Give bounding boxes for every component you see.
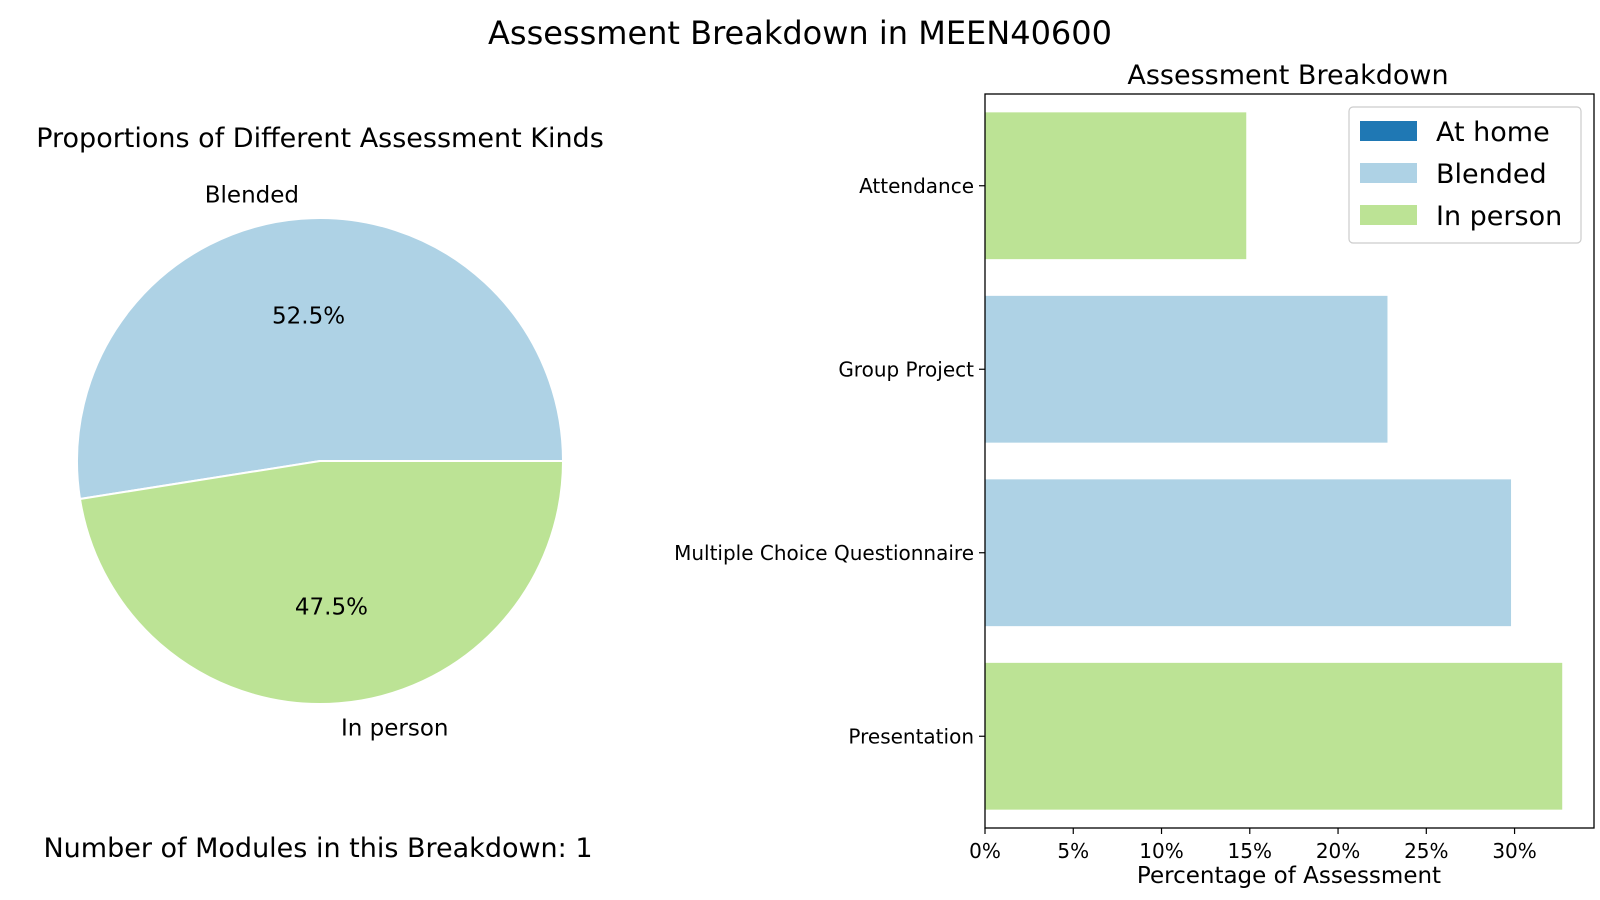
pie-panel: Proportions of Different Assessment Kind… bbox=[36, 123, 604, 864]
x-tick-label: 10% bbox=[1139, 839, 1183, 863]
bar-multiple-choice-questionnaire bbox=[985, 479, 1512, 627]
y-axis-ticks: Attendance Group Project Multiple Choice Q… bbox=[674, 174, 985, 748]
pie-slices bbox=[76, 217, 565, 705]
legend-swatch-at-home bbox=[1360, 121, 1417, 141]
x-tick-label: 30% bbox=[1492, 839, 1536, 863]
pie-pct-blended: 52.5% bbox=[272, 304, 345, 330]
y-tick-label-group-project: Group Project bbox=[838, 357, 974, 381]
bar-title: Assessment Breakdown bbox=[1127, 60, 1448, 91]
pie-pct-in-person: 47.5% bbox=[295, 594, 368, 620]
x-tick-label: 5% bbox=[1057, 839, 1089, 863]
x-tick-label: 0% bbox=[969, 839, 1001, 863]
x-axis-ticks: 0% 5% 10% 15% 20% 25% 30% bbox=[969, 828, 1537, 863]
x-axis-label: Percentage of Assessment bbox=[1137, 863, 1441, 889]
y-tick-label-multiple-choice-questionnaire: Multiple Choice Questionnaire bbox=[674, 541, 974, 565]
pie-label-blended: Blended bbox=[205, 183, 299, 209]
x-tick-label: 25% bbox=[1404, 839, 1448, 863]
bar-group-project bbox=[985, 295, 1388, 443]
pie-title: Proportions of Different Assessment Kind… bbox=[36, 123, 604, 154]
legend-label-blended: Blended bbox=[1436, 159, 1547, 190]
pie-label-in-person: In person bbox=[341, 715, 449, 741]
module-count-note: Number of Modules in this Breakdown: 1 bbox=[43, 833, 592, 864]
legend-label-in-person: In person bbox=[1436, 201, 1562, 232]
bar-attendance bbox=[985, 112, 1247, 260]
pie-slice-in-person bbox=[78, 460, 565, 705]
axes-frame bbox=[984, 93, 1595, 829]
bar-presentation bbox=[985, 662, 1563, 810]
y-tick-label-attendance: Attendance bbox=[859, 174, 974, 198]
bars bbox=[985, 112, 1563, 810]
figure-title: Assessment Breakdown in MEEN40600 bbox=[488, 14, 1112, 52]
x-tick-label: 15% bbox=[1228, 839, 1272, 863]
legend-label-at-home: At home bbox=[1436, 117, 1550, 148]
pie-slice-blended bbox=[76, 217, 565, 501]
bar-panel: Assessment Breakdown Attendance Group Pro… bbox=[674, 60, 1595, 889]
legend-swatch-blended bbox=[1360, 163, 1417, 183]
pie-labels: Blended 52.5% In person 47.5% bbox=[205, 183, 449, 742]
legend-swatch-in-person bbox=[1360, 205, 1417, 225]
x-tick-label: 20% bbox=[1316, 839, 1360, 863]
legend: At home Blended In person bbox=[1348, 106, 1582, 244]
y-tick-label-presentation: Presentation bbox=[848, 724, 974, 748]
